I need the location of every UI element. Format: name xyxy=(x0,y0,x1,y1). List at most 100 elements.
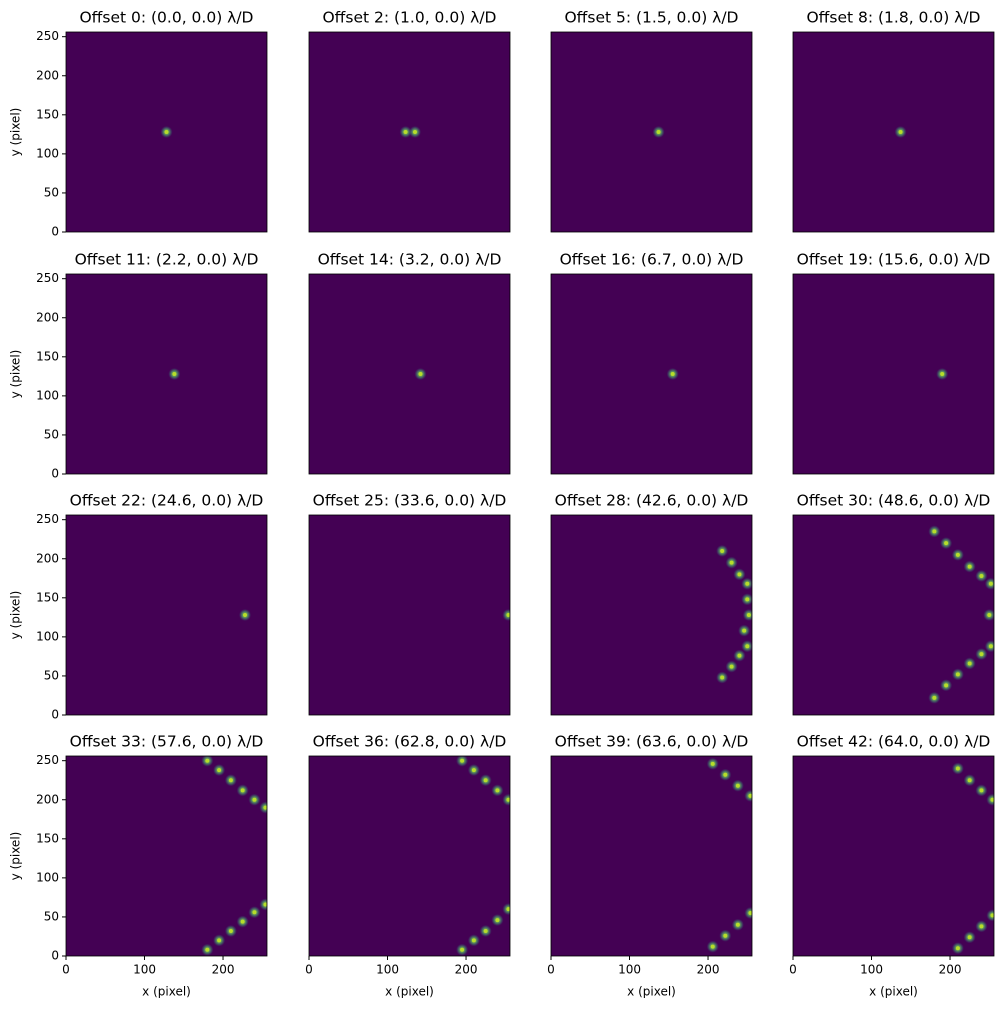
spot-glow xyxy=(502,793,510,806)
y-tick-label: 50 xyxy=(44,427,59,441)
panel-title: Offset 14: (3.2, 0.0) λ/D xyxy=(318,251,502,269)
spot xyxy=(720,548,725,553)
y-tick-label: 0 xyxy=(51,467,59,481)
y-tick-label: 100 xyxy=(36,629,59,643)
y-tick-label: 0 xyxy=(51,225,59,239)
y-tick-label: 50 xyxy=(44,909,59,923)
y-tick-label: 150 xyxy=(36,107,59,121)
image-content xyxy=(201,756,267,956)
image-content xyxy=(168,368,181,380)
image-background xyxy=(551,274,752,474)
y-tick-label: 100 xyxy=(36,146,59,160)
x-tick-label: 200 xyxy=(697,963,720,977)
spot-glow xyxy=(744,907,752,920)
spot xyxy=(988,581,993,586)
image-content xyxy=(706,757,752,953)
spot xyxy=(940,372,945,376)
image-background xyxy=(66,274,267,474)
spot-glow xyxy=(502,903,510,916)
x-tick-label: 100 xyxy=(618,963,641,977)
y-tick-label: 250 xyxy=(36,753,59,767)
spot-glow xyxy=(502,609,510,621)
image-content xyxy=(502,609,510,621)
image-content xyxy=(652,126,665,138)
spot xyxy=(742,628,747,633)
axes-frame xyxy=(308,31,511,233)
spot xyxy=(898,130,903,134)
image-background xyxy=(309,756,510,956)
spot xyxy=(967,661,972,666)
image-background xyxy=(551,32,752,232)
spot-glow xyxy=(259,898,267,911)
spot xyxy=(506,907,510,912)
spot xyxy=(460,947,465,952)
image-content xyxy=(928,525,994,704)
y-tick-label: 100 xyxy=(36,870,59,884)
image-background xyxy=(793,515,994,715)
panel-title: Offset 0: (0.0, 0.0) λ/D xyxy=(79,9,253,27)
spot xyxy=(748,793,752,798)
image-content xyxy=(936,368,949,380)
spot xyxy=(745,644,750,649)
panel-title: Offset 39: (63.6, 0.0) λ/D xyxy=(555,733,749,751)
x-tick-label: 100 xyxy=(376,963,399,977)
image-background xyxy=(793,274,994,474)
spot xyxy=(495,788,500,793)
panel-title: Offset 11: (2.2, 0.0) λ/D xyxy=(75,251,259,269)
axes-frame xyxy=(65,755,268,957)
image-content xyxy=(951,762,994,955)
x-tick-label: 100 xyxy=(133,963,156,977)
spot xyxy=(967,564,972,569)
spot xyxy=(495,918,500,923)
axes-frame xyxy=(550,31,753,233)
spot xyxy=(483,778,488,783)
axes-frame xyxy=(65,514,268,716)
image-background xyxy=(793,756,994,956)
spot xyxy=(746,613,751,617)
spot xyxy=(263,805,267,810)
panel-title: Offset 25: (33.6, 0.0) λ/D xyxy=(313,492,507,510)
image-background xyxy=(309,515,510,715)
spot-glow xyxy=(986,909,994,922)
y-tick-label: 150 xyxy=(36,349,59,363)
spot xyxy=(670,372,675,376)
spot xyxy=(967,935,972,940)
spot xyxy=(990,913,994,918)
x-tick-label: 200 xyxy=(455,963,478,977)
spot xyxy=(737,572,742,577)
spot xyxy=(735,783,740,788)
image-content xyxy=(894,126,907,138)
spot xyxy=(228,929,233,933)
spot xyxy=(979,924,984,929)
image-background xyxy=(309,274,510,474)
axes-frame xyxy=(308,755,511,957)
spot xyxy=(955,766,960,771)
image-content xyxy=(716,544,752,684)
y-tick-label: 50 xyxy=(44,185,59,199)
spot xyxy=(720,675,725,680)
spot xyxy=(729,560,734,565)
y-tick-label: 250 xyxy=(36,29,59,43)
spot xyxy=(228,778,233,783)
spot xyxy=(932,529,937,534)
y-tick-label: 150 xyxy=(36,590,59,604)
spot xyxy=(944,541,949,546)
spot xyxy=(710,944,715,949)
axes-frame xyxy=(65,31,268,233)
spot-glow xyxy=(744,789,752,802)
image-content xyxy=(160,126,173,138)
spot xyxy=(252,910,257,915)
axes-frame xyxy=(308,514,511,716)
panel-title: Offset 22: (24.6, 0.0) λ/D xyxy=(70,492,264,510)
spot xyxy=(729,664,734,669)
spot xyxy=(164,130,169,134)
image-content xyxy=(414,368,427,380)
spot xyxy=(748,911,752,916)
spot xyxy=(240,788,245,793)
image-background xyxy=(66,515,267,715)
image-content xyxy=(399,126,421,138)
panel-title: Offset 36: (62.8, 0.0) λ/D xyxy=(313,733,507,751)
x-axis-label: x (pixel) xyxy=(142,985,191,999)
spot xyxy=(460,758,465,763)
spot xyxy=(412,130,417,134)
